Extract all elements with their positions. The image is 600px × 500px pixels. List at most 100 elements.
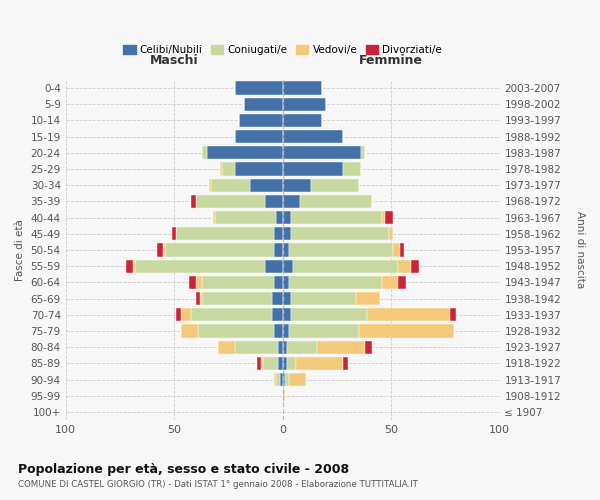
Bar <box>283 114 322 127</box>
Y-axis label: Fasce di età: Fasce di età <box>15 219 25 281</box>
Bar <box>361 146 365 160</box>
Text: Popolazione per età, sesso e stato civile - 2008: Popolazione per età, sesso e stato civil… <box>18 462 349 475</box>
Bar <box>389 227 393 240</box>
Bar <box>343 357 347 370</box>
Bar <box>235 82 283 94</box>
Bar <box>289 244 393 256</box>
Bar <box>289 276 382 289</box>
Bar <box>356 292 380 305</box>
Bar <box>176 308 181 322</box>
Bar <box>287 357 296 370</box>
Bar <box>283 276 289 289</box>
Bar <box>289 373 307 386</box>
Bar <box>291 211 382 224</box>
Bar <box>283 162 343 175</box>
Y-axis label: Anni di nascita: Anni di nascita <box>575 212 585 288</box>
Bar <box>287 340 317 354</box>
Bar <box>200 292 202 305</box>
Bar <box>265 260 283 273</box>
Bar <box>343 162 361 175</box>
Bar <box>280 373 283 386</box>
Bar <box>311 178 359 192</box>
Bar <box>283 292 291 305</box>
Bar <box>215 211 276 224</box>
Bar <box>133 260 135 273</box>
Bar <box>296 357 343 370</box>
Bar <box>181 308 191 322</box>
Bar <box>382 276 398 289</box>
Bar <box>202 276 274 289</box>
Bar <box>272 308 283 322</box>
Bar <box>213 211 215 224</box>
Bar <box>382 211 385 224</box>
Bar <box>218 340 235 354</box>
Bar <box>211 178 250 192</box>
Bar <box>202 292 272 305</box>
Bar <box>278 357 283 370</box>
Bar <box>400 244 404 256</box>
Bar <box>235 162 283 175</box>
Bar <box>181 324 198 338</box>
Bar <box>244 98 283 111</box>
Bar <box>291 227 389 240</box>
Bar <box>222 162 235 175</box>
Bar <box>283 357 287 370</box>
Bar <box>202 146 206 160</box>
Bar <box>449 308 456 322</box>
Bar <box>367 308 449 322</box>
Bar <box>283 308 291 322</box>
Bar <box>283 82 322 94</box>
Bar <box>191 194 196 208</box>
Bar <box>283 130 343 143</box>
Bar <box>274 276 283 289</box>
Bar <box>209 178 211 192</box>
Text: Femmine: Femmine <box>359 54 423 67</box>
Bar <box>276 211 283 224</box>
Bar <box>283 340 287 354</box>
Bar <box>274 244 283 256</box>
Bar <box>283 373 285 386</box>
Bar <box>293 260 398 273</box>
Bar <box>196 194 265 208</box>
Bar <box>206 146 283 160</box>
Bar <box>263 357 278 370</box>
Bar <box>365 340 371 354</box>
Bar <box>283 146 361 160</box>
Bar <box>283 178 311 192</box>
Bar <box>235 130 283 143</box>
Bar <box>198 324 274 338</box>
Bar <box>317 340 365 354</box>
Bar <box>291 292 356 305</box>
Bar <box>135 260 265 273</box>
Bar <box>300 194 371 208</box>
Bar <box>272 292 283 305</box>
Bar <box>274 227 283 240</box>
Bar <box>283 98 326 111</box>
Bar <box>196 276 202 289</box>
Bar <box>283 211 291 224</box>
Bar <box>283 389 285 402</box>
Bar <box>250 178 283 192</box>
Bar <box>235 340 278 354</box>
Text: Maschi: Maschi <box>150 54 199 67</box>
Legend: Celibi/Nubili, Coniugati/e, Vedovi/e, Divorziati/e: Celibi/Nubili, Coniugati/e, Vedovi/e, Di… <box>119 41 446 59</box>
Bar <box>289 324 359 338</box>
Bar <box>196 292 200 305</box>
Bar <box>278 340 283 354</box>
Bar <box>127 260 133 273</box>
Bar <box>239 114 283 127</box>
Bar <box>274 373 276 386</box>
Bar <box>398 276 406 289</box>
Bar <box>398 260 410 273</box>
Bar <box>393 244 400 256</box>
Bar <box>283 260 293 273</box>
Bar <box>166 244 274 256</box>
Bar <box>283 324 289 338</box>
Bar <box>274 324 283 338</box>
Bar <box>261 357 263 370</box>
Bar <box>285 373 289 386</box>
Bar <box>190 276 196 289</box>
Bar <box>257 357 261 370</box>
Bar <box>410 260 419 273</box>
Bar <box>359 324 454 338</box>
